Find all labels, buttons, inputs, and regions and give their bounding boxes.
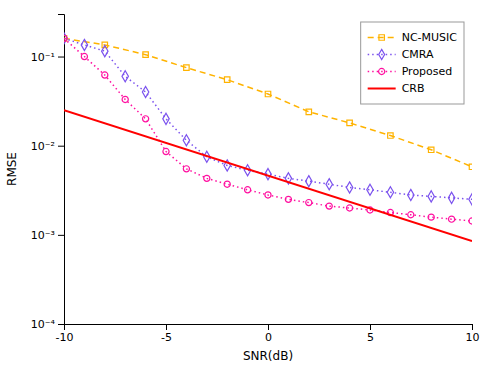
legend-marker bbox=[379, 49, 385, 59]
marker bbox=[163, 113, 169, 124]
legend-entry: CRB bbox=[368, 82, 425, 95]
legend-marker bbox=[379, 68, 385, 74]
marker bbox=[449, 216, 455, 222]
marker bbox=[122, 71, 128, 82]
marker bbox=[285, 196, 291, 202]
marker bbox=[81, 53, 87, 59]
marker bbox=[183, 166, 189, 172]
tick-mark bbox=[268, 324, 269, 330]
marker bbox=[428, 147, 433, 152]
marker bbox=[183, 135, 189, 146]
marker bbox=[143, 116, 149, 122]
tick: -5 bbox=[161, 324, 172, 344]
marker bbox=[142, 86, 148, 97]
marker bbox=[64, 35, 67, 41]
tick-label: 0 bbox=[265, 331, 272, 344]
marker bbox=[469, 194, 472, 205]
tick-label: 5 bbox=[367, 331, 374, 344]
tick: 10⁻³ bbox=[31, 229, 64, 242]
legend-entry: NC-MUSIC bbox=[368, 31, 458, 44]
tick-label: -5 bbox=[161, 331, 172, 344]
series bbox=[64, 110, 472, 241]
marker bbox=[408, 212, 414, 218]
marker bbox=[102, 72, 108, 78]
marker bbox=[469, 218, 472, 224]
marker bbox=[326, 179, 332, 190]
legend-label: CRB bbox=[402, 82, 425, 95]
marker bbox=[387, 187, 393, 198]
marker bbox=[224, 181, 230, 187]
marker bbox=[306, 200, 312, 206]
legend-label: Proposed bbox=[402, 65, 453, 78]
x-axis-title: SNR(dB) bbox=[243, 349, 293, 363]
y-axis: 10⁻⁴ 10⁻³ 10⁻² 10⁻¹ bbox=[31, 15, 65, 332]
tick-mark bbox=[58, 146, 64, 147]
marker bbox=[204, 175, 210, 181]
marker bbox=[367, 184, 373, 195]
tick-mark bbox=[58, 235, 64, 236]
legend-box bbox=[361, 22, 464, 104]
marker bbox=[347, 120, 352, 125]
marker bbox=[224, 77, 229, 82]
tick-label: 10 bbox=[466, 331, 480, 344]
tick-mark bbox=[58, 57, 64, 58]
legend-marker bbox=[379, 35, 384, 40]
marker bbox=[265, 192, 271, 198]
chart: -10 -5 0 5 10 10⁻⁴ 10⁻³ 10⁻² 10⁻¹ SNR(dB) RMSE NC-M… bbox=[0, 0, 488, 370]
axis-line bbox=[58, 15, 65, 325]
legend-entry: CMRA bbox=[368, 48, 434, 61]
x-axis: -10 -5 0 5 10 bbox=[56, 324, 480, 344]
marker bbox=[245, 187, 251, 193]
legend: NC-MUSIC CMRA Proposed CRB bbox=[361, 22, 464, 104]
legend-swatch bbox=[368, 37, 396, 39]
tick: 10⁻² bbox=[31, 140, 64, 153]
marker bbox=[388, 133, 393, 138]
y-axis-title: RMSE bbox=[5, 152, 19, 186]
tick-mark bbox=[472, 324, 473, 330]
marker bbox=[347, 205, 353, 211]
marker bbox=[265, 91, 270, 96]
marker bbox=[163, 148, 169, 154]
marker bbox=[306, 176, 312, 187]
marker bbox=[408, 189, 414, 200]
legend-swatch bbox=[368, 88, 396, 90]
marker bbox=[346, 182, 352, 193]
tick-label: 10⁻⁴ bbox=[31, 318, 56, 331]
legend-swatch bbox=[368, 54, 396, 56]
series-line bbox=[64, 110, 472, 241]
legend-label: CMRA bbox=[402, 48, 434, 61]
marker bbox=[122, 96, 128, 102]
marker bbox=[428, 214, 434, 220]
tick-label: 10⁻¹ bbox=[31, 51, 55, 64]
tick-label: 10⁻² bbox=[31, 140, 55, 153]
marker bbox=[469, 164, 472, 169]
tick-label: -10 bbox=[56, 331, 74, 344]
marker bbox=[81, 39, 87, 50]
tick-mark bbox=[166, 324, 167, 330]
chart-container: -10 -5 0 5 10 10⁻⁴ 10⁻³ 10⁻² 10⁻¹ SNR(dB) RMSE NC-M… bbox=[0, 0, 488, 370]
marker bbox=[184, 65, 189, 70]
axis-line bbox=[65, 325, 473, 331]
tick-mark bbox=[370, 324, 371, 330]
legend-label: NC-MUSIC bbox=[402, 31, 458, 44]
marker bbox=[306, 109, 311, 114]
tick: -10 bbox=[56, 324, 74, 344]
tick: 10 bbox=[466, 324, 480, 344]
series bbox=[64, 33, 472, 205]
tick: 10⁻¹ bbox=[31, 51, 64, 64]
legend-entry: Proposed bbox=[368, 65, 453, 78]
marker bbox=[143, 52, 148, 57]
marker bbox=[326, 203, 332, 209]
tick-mark bbox=[58, 324, 64, 325]
marker bbox=[448, 192, 454, 203]
tick: 0 bbox=[265, 324, 272, 344]
marker bbox=[428, 191, 434, 202]
legend-swatch bbox=[368, 71, 396, 73]
tick: 10⁻⁴ bbox=[31, 318, 64, 331]
tick-label: 10⁻³ bbox=[31, 229, 55, 242]
tick: 5 bbox=[367, 324, 374, 344]
marker bbox=[102, 46, 108, 57]
